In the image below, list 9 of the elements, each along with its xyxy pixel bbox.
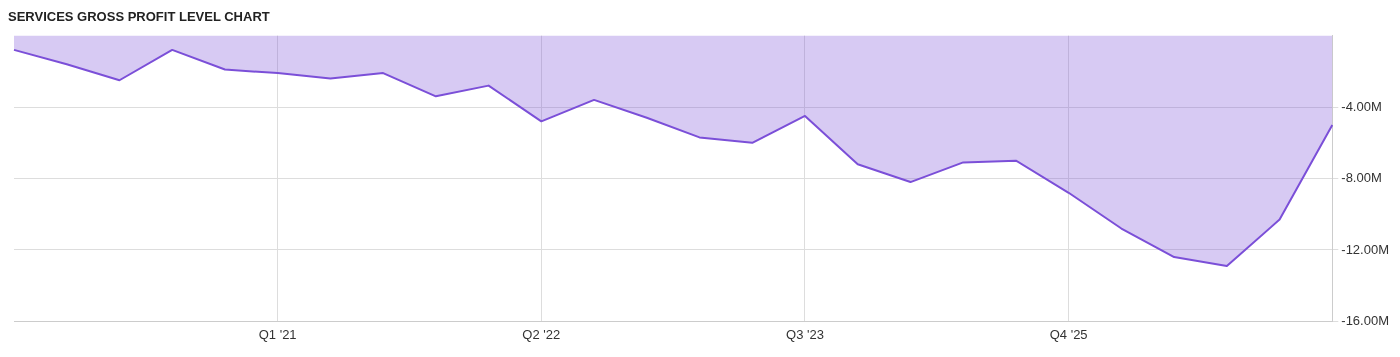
x-tick-label: Q3 '23	[786, 326, 824, 342]
y-tick-label: -16.00M	[1341, 312, 1390, 328]
y-tick-label: -4.00M	[1341, 98, 1382, 114]
chart-title: SERVICES GROSS PROFIT LEVEL CHART	[8, 9, 270, 25]
x-tick-label: Q4 '25	[1049, 326, 1088, 342]
y-tick-label: -12.00M	[1341, 241, 1390, 257]
y-tick-label: -8.00M	[1341, 170, 1382, 186]
x-tick-label: Q1 '21	[258, 326, 297, 342]
x-tick-label: Q2 '22	[522, 326, 561, 342]
